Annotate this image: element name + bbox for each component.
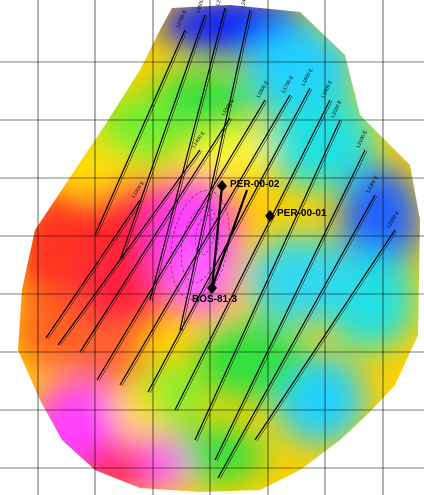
well-label-per-00-01: PER-00-01 <box>277 208 327 219</box>
well-markers: PER-00-02 PER-00-01 BOS-81-3 <box>192 179 327 305</box>
seismic-line-edge <box>151 8 228 302</box>
well-per-00-02[interactable]: PER-00-02 <box>217 179 280 192</box>
well-label-per-00-02: PER-00-02 <box>230 179 280 190</box>
seismic-line <box>57 149 201 346</box>
well-label-bos-81-3: BOS-81-3 <box>192 294 237 305</box>
seismic-line-label: L2600 E <box>195 0 207 14</box>
seismic-line-edge <box>121 15 208 262</box>
seismic-line <box>45 199 141 339</box>
seismic-line-edge <box>181 10 253 332</box>
seismic-line-edge <box>47 200 143 340</box>
seismic-line-edge <box>216 150 368 462</box>
well-per-00-01[interactable]: PER-00-01 <box>265 208 327 222</box>
seismic-line-edge <box>121 95 293 387</box>
seismic-line <box>119 94 291 386</box>
well-bos-81-3[interactable]: BOS-81-3 <box>192 282 237 305</box>
seismic-line <box>96 99 266 381</box>
seismic-line-edge <box>196 120 343 442</box>
seismic-line-edge <box>176 100 333 412</box>
seismic-line-edge <box>81 118 233 354</box>
seismic-line <box>254 229 396 441</box>
seismic-line <box>179 9 251 331</box>
seismic-line-label: L2500 E <box>215 0 226 6</box>
seismic-line <box>194 119 341 441</box>
seismic-line-edge <box>256 230 398 442</box>
seismic-line-edge <box>96 30 188 237</box>
seismic-line-edge <box>149 88 313 394</box>
seismic-line <box>79 117 231 353</box>
seismic-line <box>174 99 331 411</box>
seismic-line <box>119 14 206 261</box>
well-ties <box>210 185 249 289</box>
seismic-line <box>94 29 186 236</box>
seismic-line-edge <box>219 195 378 480</box>
seismic-line-edge <box>98 100 268 382</box>
seismic-line-edge <box>59 150 203 347</box>
seismic-line-label: L2400 E <box>240 0 250 8</box>
seismic-line <box>214 149 366 461</box>
seismic-line <box>149 7 226 301</box>
seismic-line <box>217 194 376 479</box>
